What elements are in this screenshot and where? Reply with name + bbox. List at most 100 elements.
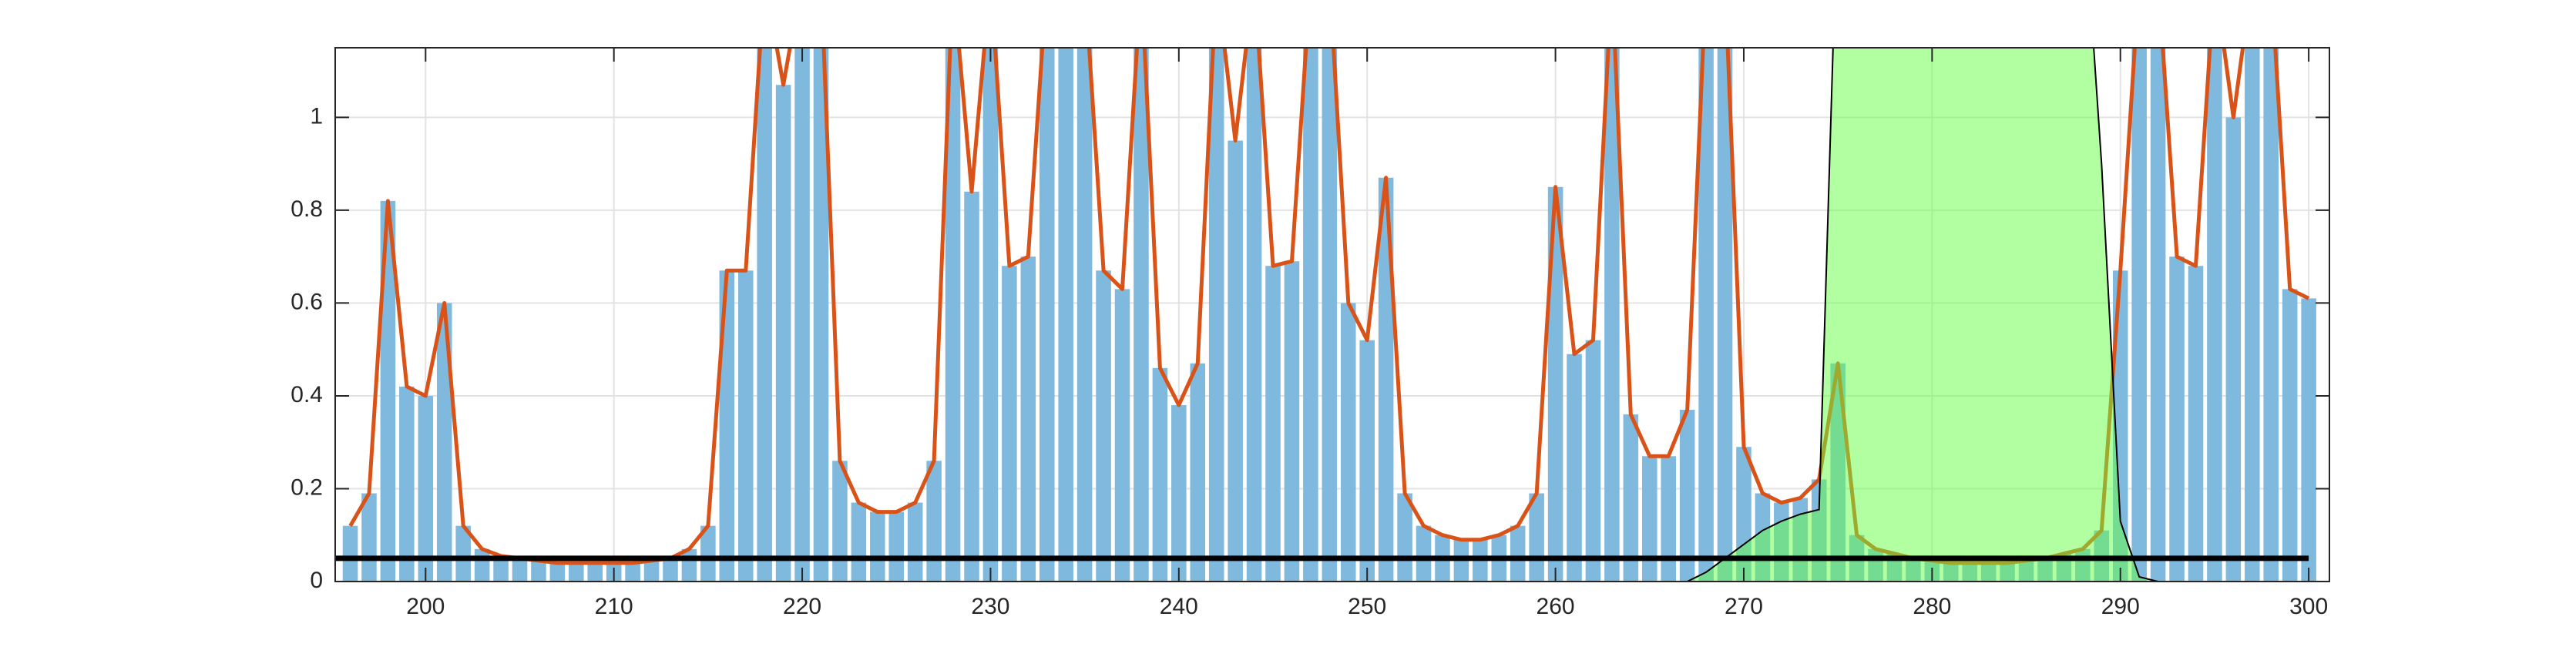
- bar: [1096, 270, 1111, 582]
- y-tick-label: 0.8: [291, 196, 323, 222]
- area: [1668, 48, 2309, 582]
- bar: [1642, 456, 1657, 582]
- bar: [1303, 48, 1318, 582]
- bar: [794, 48, 810, 582]
- bar: [700, 525, 716, 582]
- axes-box: [334, 47, 2330, 582]
- bar: [1020, 256, 1036, 582]
- bar: [1547, 186, 1563, 582]
- bar: [2131, 48, 2147, 582]
- x-tick-label: 230: [971, 594, 1009, 619]
- bar: [1397, 493, 1412, 582]
- bar: [1228, 140, 1243, 582]
- bar: [2207, 48, 2222, 582]
- bar: [945, 48, 961, 582]
- x-tick-label: 270: [1725, 594, 1763, 619]
- bar: [1359, 340, 1375, 582]
- bar: [455, 525, 471, 582]
- x-tick-label: 240: [1160, 594, 1198, 619]
- bar: [1171, 405, 1187, 582]
- bar: [1265, 266, 1281, 582]
- bar: [832, 461, 848, 582]
- bar: [625, 562, 640, 582]
- bar: [870, 511, 885, 582]
- bar: [493, 555, 509, 582]
- bar: [775, 85, 791, 582]
- bar: [1114, 289, 1130, 582]
- bar: [1284, 261, 1300, 582]
- bar: [1416, 525, 1432, 582]
- bar: [1058, 48, 1073, 582]
- area-edge: [1668, 48, 2309, 582]
- bar: [1698, 48, 1714, 582]
- axes: 200 210 220 230 240 250 260 270 280 290 300 0 0.2 0.4…: [291, 47, 2330, 619]
- bar: [587, 562, 603, 582]
- bar: [1246, 48, 1262, 582]
- bar: [2263, 48, 2279, 582]
- bar: [1510, 525, 1526, 582]
- bar: [1190, 363, 1206, 582]
- bar: [2282, 289, 2298, 582]
- bar: [813, 48, 829, 582]
- x-tick-label: 280: [1913, 594, 1951, 619]
- bar: [2245, 48, 2260, 582]
- bar: [851, 502, 867, 582]
- bar: [399, 386, 415, 582]
- bar: [531, 560, 546, 582]
- bar: [2188, 266, 2204, 582]
- bar: [1567, 354, 1582, 582]
- bar: [361, 493, 377, 582]
- bar: [549, 562, 566, 582]
- bar: [907, 502, 923, 582]
- y-tick-label: 1: [310, 103, 323, 129]
- bar: [1529, 493, 1544, 582]
- bar: [1039, 48, 1055, 582]
- bar: [436, 303, 452, 582]
- bar: [1661, 456, 1676, 582]
- bar: [643, 560, 660, 582]
- bar: [1378, 177, 1394, 582]
- bar: [2169, 256, 2185, 582]
- bar: [663, 558, 678, 582]
- bar: [888, 511, 905, 582]
- x-tick-label: 200: [406, 594, 445, 619]
- bar: [1208, 48, 1224, 582]
- bar: [380, 200, 396, 582]
- x-tick-label: 260: [1537, 594, 1575, 619]
- bar: [512, 558, 528, 582]
- bar: [2301, 298, 2316, 582]
- bar: [1152, 367, 1168, 582]
- y-tick-label: 0.4: [291, 382, 323, 407]
- bar: [1340, 303, 1356, 582]
- x-tick-label: 300: [2289, 594, 2328, 619]
- bar: [1322, 48, 1338, 582]
- bar: [1134, 48, 1149, 582]
- bar: [474, 548, 490, 582]
- bar: [569, 562, 584, 582]
- x-tick-label: 210: [595, 594, 633, 619]
- bar: [1002, 266, 1017, 582]
- x-tick-label: 220: [783, 594, 821, 619]
- x-tick-label: 250: [1348, 594, 1386, 619]
- bar: [1717, 48, 1733, 582]
- bar: [926, 461, 942, 582]
- bar: [681, 548, 697, 582]
- bar: [1604, 48, 1620, 582]
- bar: [982, 48, 999, 582]
- bar: [2150, 48, 2166, 582]
- bar: [1623, 414, 1639, 582]
- y-tick-label: 0: [310, 568, 323, 593]
- bar: [1585, 340, 1601, 582]
- y-tick-label: 0.2: [291, 474, 323, 500]
- plot: [335, 48, 2316, 582]
- bar: [719, 270, 735, 582]
- bar: [1076, 48, 1093, 582]
- bar: [2225, 117, 2242, 582]
- bar: [757, 48, 772, 582]
- y-tick-label: 0.6: [291, 289, 323, 314]
- bar: [342, 525, 358, 582]
- bar: [1679, 410, 1695, 582]
- bar: [737, 270, 754, 582]
